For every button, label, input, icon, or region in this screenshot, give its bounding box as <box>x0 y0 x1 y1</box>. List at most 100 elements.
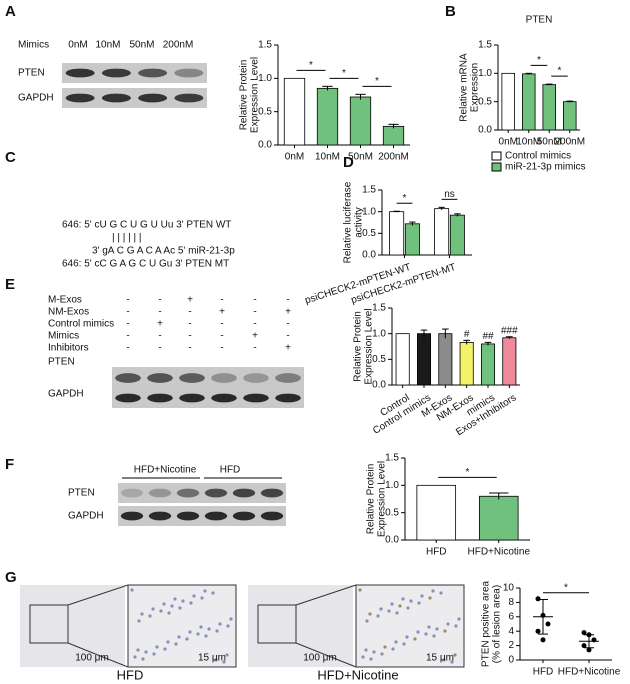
y-axis-label: Relative Protein <box>366 464 377 535</box>
nucleus <box>163 647 167 651</box>
y-axis-label: Relative Protein <box>239 60 250 131</box>
nucleus <box>457 617 461 621</box>
chart-title: PTEN <box>526 15 553 26</box>
significance-label: ns <box>444 189 455 200</box>
blot-band <box>176 488 200 498</box>
label: - <box>126 331 129 342</box>
label: 100 μm <box>303 653 337 664</box>
histology-image <box>20 585 125 667</box>
y-tick-label: 0.0 <box>478 125 492 136</box>
nucleus <box>196 632 200 636</box>
blot-band <box>115 373 141 383</box>
blot-band <box>260 511 284 521</box>
blot-band <box>101 93 131 103</box>
label: - <box>253 295 256 306</box>
label: 10nM <box>95 40 120 51</box>
y-tick-label: 1.0 <box>478 68 492 79</box>
blot-band <box>115 393 141 403</box>
y-tick-label: 6 <box>508 611 514 622</box>
error-bar <box>525 72 532 75</box>
label: 200nM <box>163 40 194 51</box>
y-tick-label: 0 <box>508 655 514 666</box>
y-axis-label: Expression Level <box>377 461 388 537</box>
nucleus <box>226 624 230 628</box>
blot-band <box>211 373 237 383</box>
label: - <box>158 307 161 318</box>
x-tick-label: 10nM <box>516 137 541 148</box>
nucleus <box>162 602 166 606</box>
blot-band <box>147 393 173 403</box>
nucleus <box>383 645 387 649</box>
label: - <box>220 319 223 330</box>
x-tick-label: 10nM <box>315 152 340 163</box>
nucleus <box>225 653 229 657</box>
blot-band <box>243 393 269 403</box>
nucleus <box>200 596 204 600</box>
nucleus <box>214 658 218 662</box>
y-tick-label: 1.0 <box>258 73 272 84</box>
significance-label: * <box>309 60 313 71</box>
nucleus <box>379 607 383 611</box>
nucleus <box>141 657 145 661</box>
nucleus <box>136 648 140 652</box>
blot-band <box>179 393 205 403</box>
bar <box>434 208 450 256</box>
label: Control mimics <box>48 319 114 330</box>
label: - <box>220 343 223 354</box>
legend-swatch <box>491 151 502 161</box>
nucleus <box>420 594 424 598</box>
nucleus <box>178 606 182 610</box>
nucleus <box>387 609 391 613</box>
y-tick-label: 4 <box>508 626 514 637</box>
y-axis-label: Expression <box>470 63 481 112</box>
blot-band <box>232 488 256 498</box>
nucleus <box>443 629 447 633</box>
blot-band <box>148 511 172 521</box>
label: 646: 5' cU G C U G U Uu 3' PTEN WT <box>62 220 231 231</box>
label: - <box>188 307 191 318</box>
nucleus <box>207 627 211 631</box>
y-tick-label: 0.5 <box>372 354 386 365</box>
x-tick-label: HFD+Nicotine <box>558 667 621 678</box>
label: C <box>5 149 16 166</box>
dot <box>545 621 551 627</box>
bar <box>521 73 536 131</box>
blot <box>62 88 207 108</box>
significance-label: * <box>558 66 562 77</box>
blot-band <box>204 488 228 498</box>
error-bar <box>442 328 449 339</box>
bar <box>438 333 453 386</box>
blot-band <box>232 511 256 521</box>
nucleus <box>170 604 174 608</box>
nucleus <box>203 589 207 593</box>
nucleus <box>446 622 450 626</box>
label: G <box>5 569 17 586</box>
error-bar <box>409 221 416 226</box>
blot-band <box>211 393 237 403</box>
dot <box>540 637 546 643</box>
blot <box>118 483 286 503</box>
nucleus <box>380 652 384 656</box>
label: - <box>188 319 191 330</box>
label: GAPDH <box>18 93 54 104</box>
label: PTEN <box>18 68 45 79</box>
nucleus <box>130 588 134 592</box>
bar <box>542 84 557 131</box>
nucleus <box>192 594 196 598</box>
nucleus <box>215 629 219 633</box>
nucleus <box>364 648 368 652</box>
y-tick-label: 0.0 <box>362 250 376 261</box>
nucleus <box>222 660 226 664</box>
x-tick-label: HFD+Nicotine <box>467 547 530 558</box>
nucleus <box>189 601 193 605</box>
inset-box <box>29 604 69 644</box>
error-bar <box>355 93 366 100</box>
significance-label: * <box>537 55 541 66</box>
label: - <box>253 307 256 318</box>
y-axis-label: (% of lesion area) <box>492 585 503 663</box>
significance-label: * <box>466 467 470 478</box>
nucleus <box>402 642 406 646</box>
nucleus <box>181 599 185 603</box>
x-tick-label: 0nM <box>499 137 518 148</box>
y-axis-label: Relative luciferase <box>343 181 354 263</box>
